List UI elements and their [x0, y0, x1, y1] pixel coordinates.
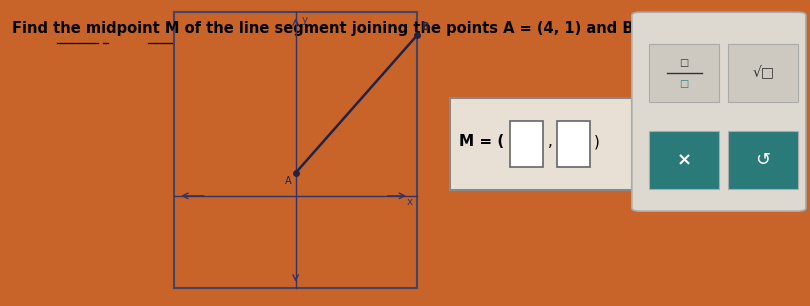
Text: □: □	[680, 58, 688, 68]
Text: ): )	[594, 134, 599, 150]
Text: A: A	[285, 176, 292, 186]
FancyBboxPatch shape	[510, 121, 543, 167]
FancyBboxPatch shape	[728, 44, 798, 102]
Text: √□: √□	[752, 66, 774, 80]
Text: B: B	[421, 22, 428, 32]
Text: x: x	[407, 197, 413, 207]
Text: ×: ×	[676, 151, 692, 169]
FancyBboxPatch shape	[632, 12, 806, 211]
FancyBboxPatch shape	[557, 121, 590, 167]
Text: y: y	[302, 15, 309, 25]
Text: M = (: M = (	[459, 134, 505, 150]
Text: Find the midpoint M of the line segment joining the points A = (4, 1) and B = (8: Find the midpoint M of the line segment …	[12, 21, 706, 36]
Text: ↺: ↺	[756, 151, 770, 169]
FancyBboxPatch shape	[450, 98, 632, 190]
FancyBboxPatch shape	[174, 12, 417, 288]
FancyBboxPatch shape	[728, 131, 798, 189]
Text: □: □	[680, 79, 688, 88]
FancyBboxPatch shape	[650, 131, 719, 189]
Text: ,: ,	[548, 134, 552, 150]
FancyBboxPatch shape	[650, 44, 719, 102]
